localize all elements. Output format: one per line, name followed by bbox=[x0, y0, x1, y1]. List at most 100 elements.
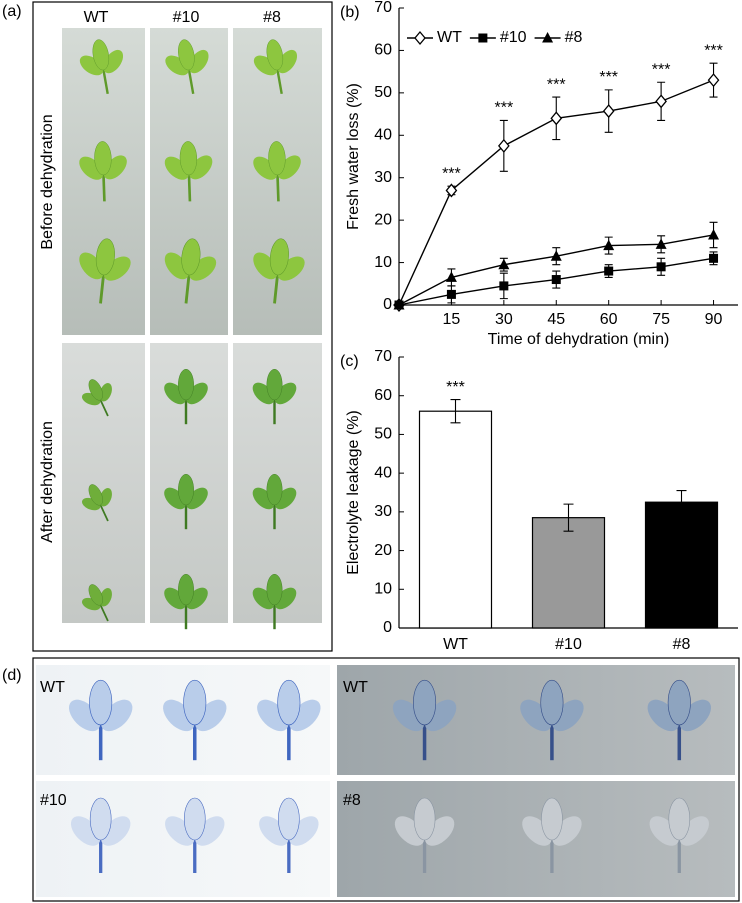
leaf bbox=[165, 797, 225, 873]
x-tick-label: 75 bbox=[652, 311, 670, 328]
x-tick-label: #8 bbox=[673, 636, 691, 653]
x-tick-label: #10 bbox=[555, 636, 582, 653]
leaflet bbox=[89, 679, 113, 726]
leaf bbox=[253, 238, 305, 304]
leaflet bbox=[183, 797, 206, 841]
leaflet bbox=[269, 238, 289, 276]
bar bbox=[418, 410, 493, 629]
error-bar bbox=[563, 503, 574, 532]
leaflet bbox=[413, 679, 437, 726]
annotation: *** bbox=[599, 69, 618, 86]
marker bbox=[603, 239, 615, 251]
leaflet bbox=[183, 679, 207, 726]
legend-marker bbox=[478, 33, 488, 43]
photo bbox=[62, 343, 145, 623]
x-tick-label: 15 bbox=[443, 311, 461, 328]
leaflet bbox=[88, 379, 103, 401]
y-axis-title: Electrolyte leakage (%) bbox=[345, 410, 362, 575]
leaf-stem bbox=[102, 174, 106, 202]
y-tick-label: 40 bbox=[374, 464, 392, 481]
leaf bbox=[520, 679, 584, 761]
annotation: *** bbox=[704, 42, 723, 59]
marker bbox=[445, 183, 458, 198]
leaf bbox=[392, 679, 457, 761]
y-tick-label: 60 bbox=[374, 387, 392, 404]
row-label: After dehydration bbox=[39, 421, 56, 543]
leaf bbox=[81, 484, 112, 522]
leaf bbox=[257, 679, 321, 761]
x-tick-label: WT bbox=[443, 636, 468, 653]
marker bbox=[393, 299, 405, 310]
leaf bbox=[81, 379, 112, 417]
legend-marker bbox=[542, 32, 554, 43]
leaflet bbox=[266, 473, 283, 506]
leaf bbox=[79, 141, 127, 202]
annotation: *** bbox=[652, 61, 671, 78]
legend-label: WT bbox=[437, 29, 462, 46]
y-tick-label: 40 bbox=[374, 127, 392, 144]
marker bbox=[604, 266, 614, 276]
panel-label: (a) bbox=[2, 3, 22, 20]
leaflet bbox=[268, 141, 286, 176]
leaflet bbox=[95, 238, 115, 276]
leaf-stem bbox=[99, 504, 109, 522]
bar bbox=[531, 517, 606, 629]
y-tick-label: 50 bbox=[374, 84, 392, 101]
leaflet bbox=[266, 573, 283, 606]
leaf-stem bbox=[187, 69, 195, 95]
marker bbox=[655, 94, 667, 109]
column-label: #10 bbox=[173, 9, 200, 26]
marker bbox=[709, 253, 719, 263]
leaf-stem bbox=[99, 274, 105, 304]
leaf bbox=[164, 238, 217, 304]
x-axis-title: Time of dehydration (min) bbox=[488, 331, 670, 348]
photo-label: WT bbox=[40, 679, 65, 696]
leaf bbox=[164, 573, 208, 630]
row-label: Before dehydration bbox=[39, 114, 56, 249]
y-tick-label: 60 bbox=[374, 42, 392, 59]
y-tick-label: 70 bbox=[374, 348, 392, 365]
y-tick-label: 20 bbox=[374, 211, 392, 228]
y-axis-title: Fresh water loss (%) bbox=[345, 83, 362, 230]
leaflet bbox=[88, 584, 103, 606]
photo-label: #10 bbox=[40, 792, 67, 809]
y-tick-label: 10 bbox=[374, 254, 392, 271]
leaf-stem bbox=[273, 274, 279, 304]
photo-label: #8 bbox=[343, 792, 361, 809]
annotation: *** bbox=[495, 100, 514, 117]
marker bbox=[656, 262, 666, 272]
leaflet bbox=[88, 484, 103, 506]
leaflet bbox=[178, 573, 194, 606]
series-line bbox=[398, 234, 714, 306]
leaf bbox=[81, 584, 112, 622]
leaf bbox=[79, 39, 124, 95]
leaflet bbox=[540, 679, 564, 726]
y-tick-label: 0 bbox=[383, 296, 392, 313]
leaf bbox=[259, 797, 319, 873]
y-tick-label: 30 bbox=[374, 169, 392, 186]
panel-label: (c) bbox=[340, 353, 359, 370]
leaflet bbox=[178, 473, 194, 506]
marker bbox=[497, 138, 510, 153]
legend-label: #10 bbox=[500, 29, 527, 46]
leaf bbox=[252, 368, 297, 425]
y-tick-label: 30 bbox=[374, 503, 392, 520]
leaf-stem bbox=[276, 174, 280, 202]
legend-marker bbox=[414, 30, 426, 46]
leaf bbox=[252, 473, 297, 530]
leaflet bbox=[178, 39, 195, 71]
leaflet bbox=[89, 797, 112, 841]
marker bbox=[655, 238, 667, 249]
leaf bbox=[79, 238, 131, 304]
y-tick-label: 70 bbox=[374, 0, 392, 16]
leaf bbox=[522, 797, 582, 873]
x-tick-label: 45 bbox=[547, 311, 565, 328]
bar bbox=[644, 501, 719, 629]
marker bbox=[445, 271, 457, 282]
error-bar bbox=[450, 399, 461, 424]
leaf-stem bbox=[99, 399, 109, 417]
leaf bbox=[163, 679, 227, 761]
leaflet bbox=[667, 679, 691, 726]
marker bbox=[602, 104, 615, 119]
